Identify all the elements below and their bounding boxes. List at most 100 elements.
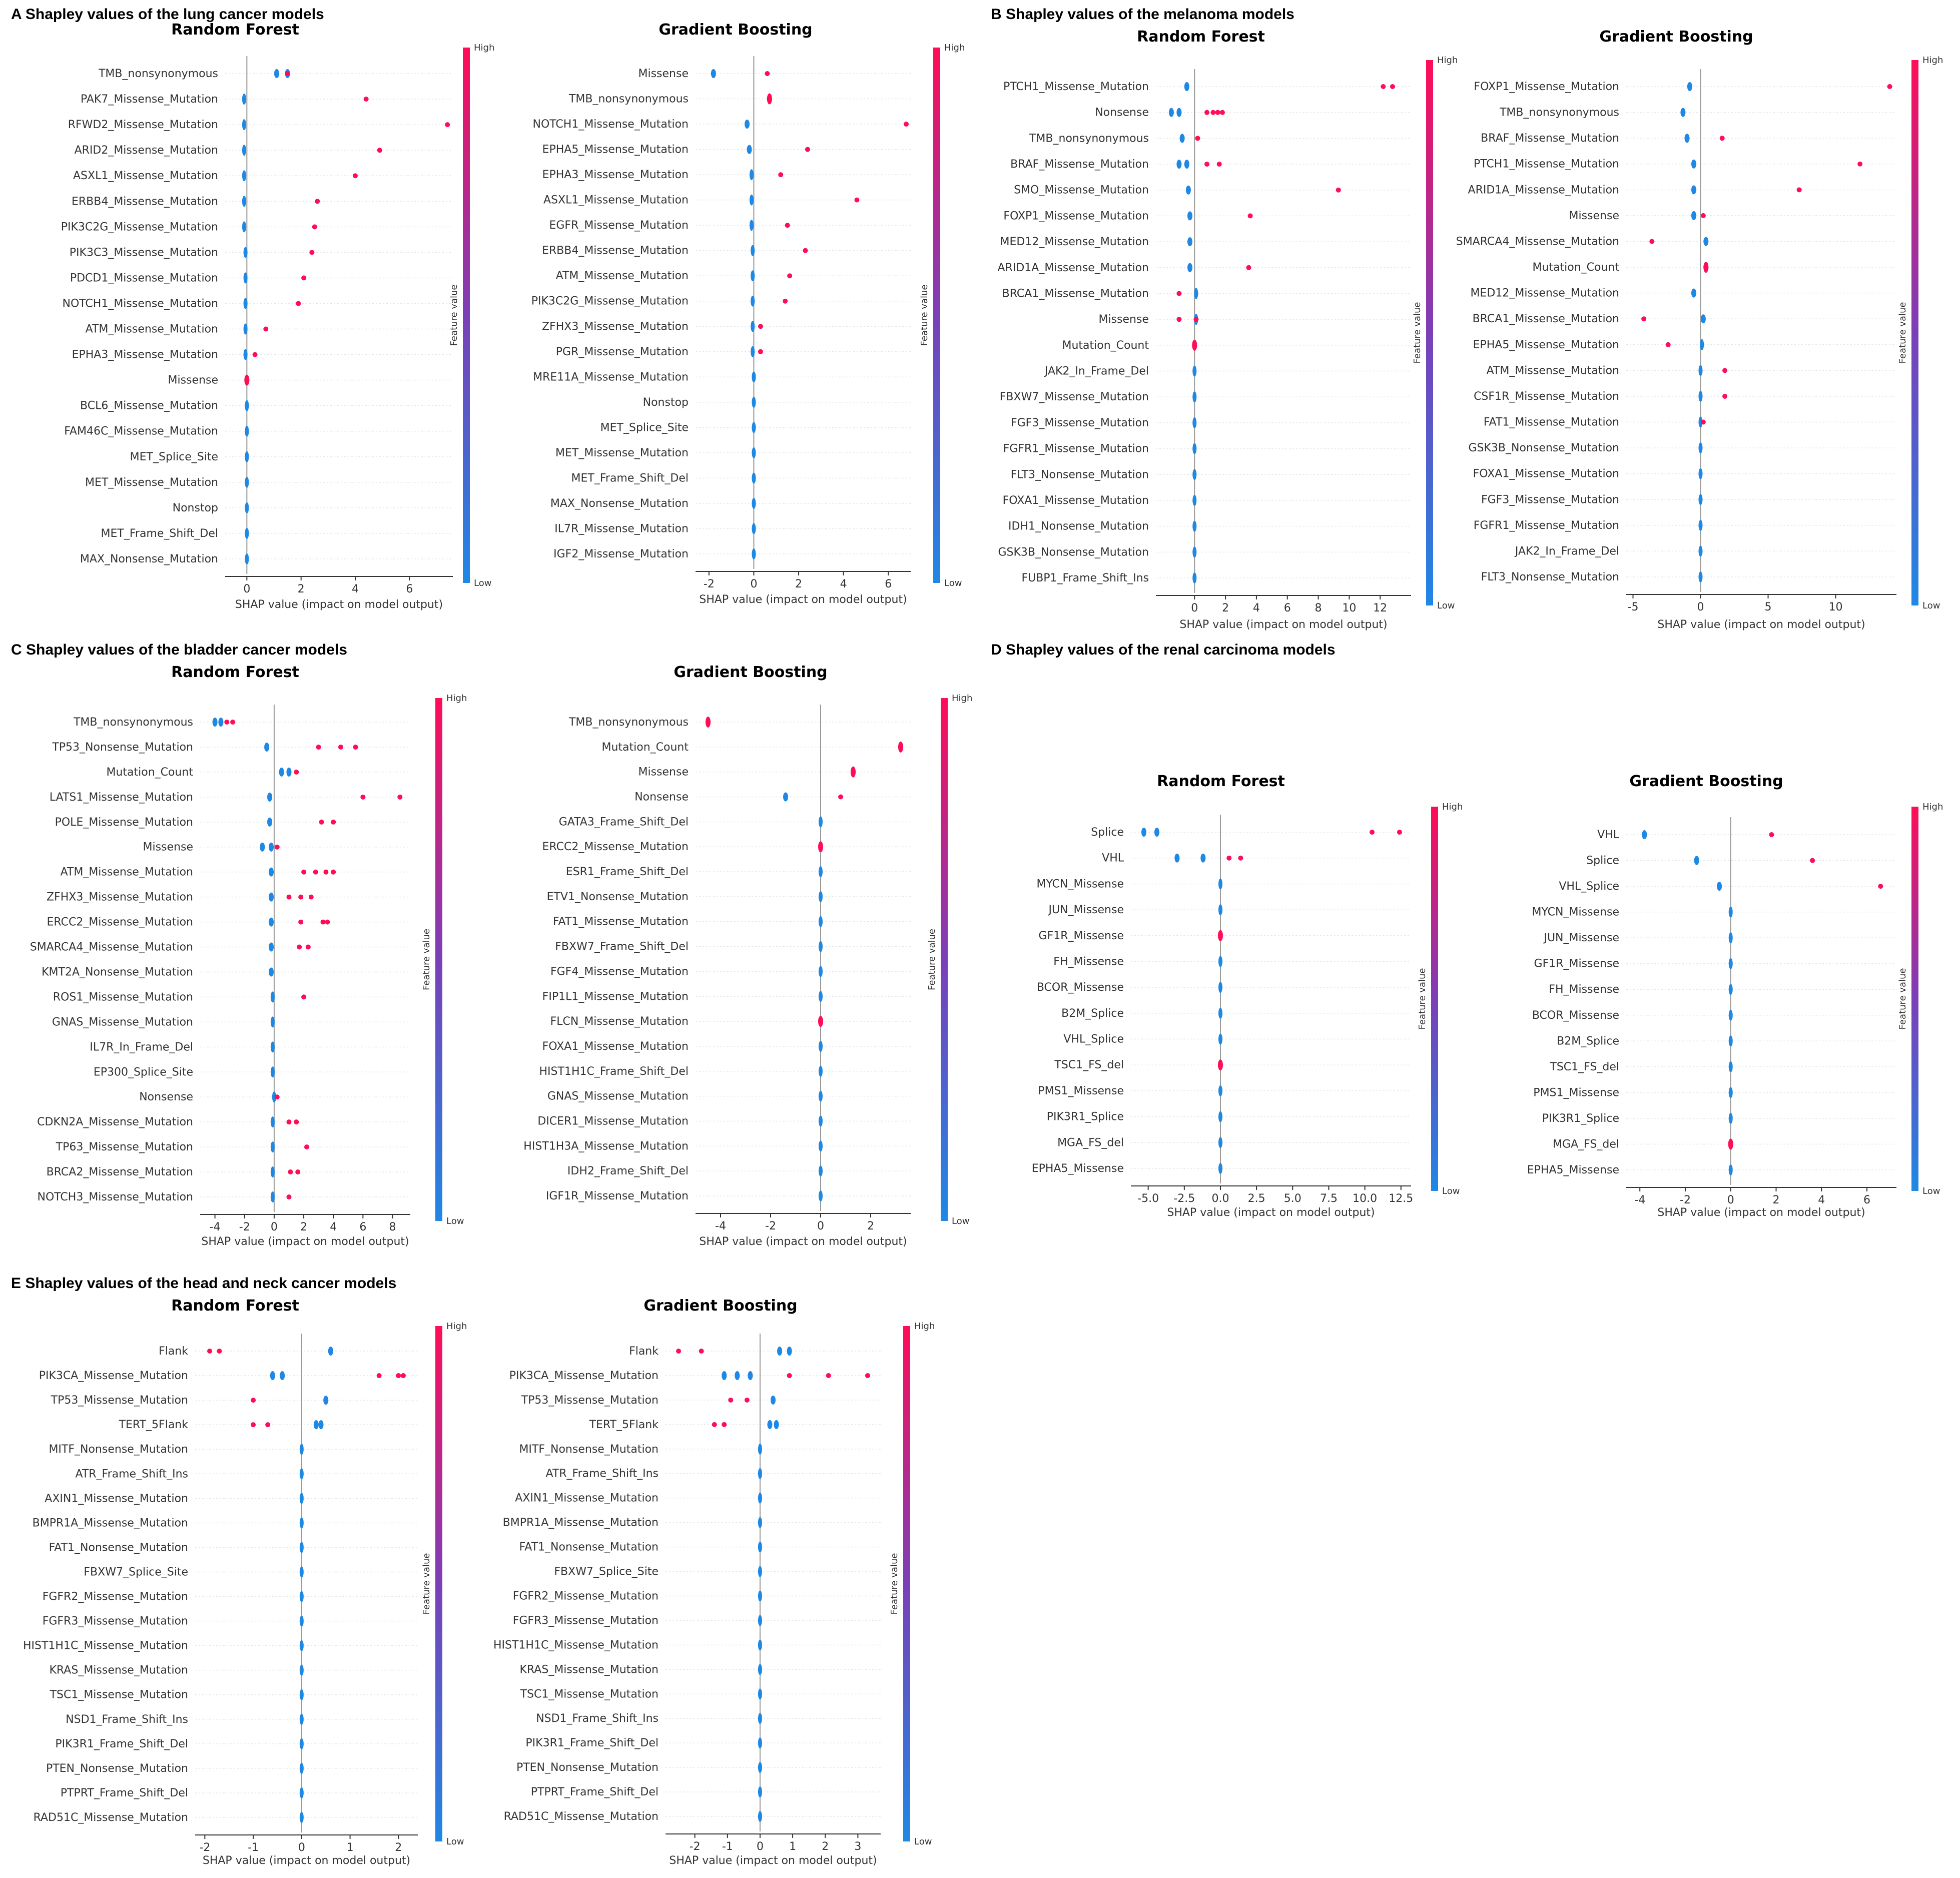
feature-label: MGA_FS_del xyxy=(1057,1136,1124,1149)
x-tick-label: 7.5 xyxy=(1320,1192,1338,1205)
shap-point-low xyxy=(1698,571,1703,582)
feature-label: GF1R_Missense xyxy=(1039,930,1124,942)
x-axis-label: SHAP value (impact on model output) xyxy=(235,598,443,611)
shap-point-low xyxy=(1176,108,1182,117)
feature-label: HIST1H1C_Missense_Mutation xyxy=(493,1639,659,1651)
feature-label: ARID1A_Missense_Mutation xyxy=(998,262,1149,274)
chart-title-a-gb: Gradient Boosting xyxy=(659,21,813,39)
feature-label: Nonstop xyxy=(643,396,689,409)
shap-point-high xyxy=(323,869,329,875)
feature-label: TMB_nonsynonymous xyxy=(1029,132,1149,145)
feature-label: JAK2_In_Frame_Del xyxy=(1044,365,1149,378)
panel-title-b: B Shapley values of the melanoma models xyxy=(991,6,1294,23)
feature-label: PIK3R1_Splice xyxy=(1542,1112,1619,1125)
shap-point-low xyxy=(279,767,284,777)
feature-label: FGF4_Missense_Mutation xyxy=(550,965,689,978)
shap-point-low xyxy=(749,220,754,231)
colorbar-title: Feature value xyxy=(1897,968,1908,1030)
feature-label: TP53_Nonsense_Mutation xyxy=(52,741,193,754)
x-tick-label: -1 xyxy=(248,1841,259,1854)
feature-label: Missense xyxy=(143,841,194,854)
feature-label: NOTCH1_Missense_Mutation xyxy=(63,297,219,310)
feature-label: ZFHX3_Missense_Mutation xyxy=(542,320,689,333)
shap-point-low xyxy=(1154,828,1159,837)
shap-point-low xyxy=(1192,365,1197,377)
shap-point-low xyxy=(1218,1137,1222,1148)
shap-point-high xyxy=(1722,393,1728,399)
shap-point-high xyxy=(1238,855,1243,861)
shap-point-high xyxy=(325,919,330,925)
feature-label: EPHA5_Missense_Mutation xyxy=(1473,339,1619,351)
feature-label: FOXP1_Missense_Mutation xyxy=(1003,210,1149,222)
shap-point-low xyxy=(1192,417,1197,428)
shap-point-low xyxy=(270,1371,275,1381)
feature-label: TP53_Missense_Mutation xyxy=(521,1394,659,1407)
shap-point-high xyxy=(294,769,299,775)
colorbar xyxy=(435,698,442,1221)
shap-point-low xyxy=(1187,211,1192,221)
feature-label: KRAS_Missense_Mutation xyxy=(49,1664,188,1677)
feature-label: Splice xyxy=(1091,826,1124,839)
shap-point-low xyxy=(1691,185,1696,195)
colorbar-low-label: Low xyxy=(944,578,962,588)
shap-point-high xyxy=(363,97,369,102)
colorbar-high-label: High xyxy=(1442,802,1463,812)
shap-point-low xyxy=(1642,830,1647,839)
shap-point-low xyxy=(242,119,246,131)
shap-point-high xyxy=(298,919,304,925)
colorbar-low-label: Low xyxy=(1437,600,1455,611)
shap-point-high xyxy=(263,326,269,332)
shap-point-low xyxy=(267,817,273,827)
x-axis-label: SHAP value (impact on model output) xyxy=(1179,618,1387,631)
shap-point-low xyxy=(1687,82,1692,91)
feature-label: EPHA5_Missense_Mutation xyxy=(542,144,689,156)
chart-title-b-rf: Random Forest xyxy=(1137,28,1265,46)
shap-point-high xyxy=(744,1397,750,1403)
shap-point-high xyxy=(230,720,236,725)
shap-point-high xyxy=(1769,832,1774,837)
shap-point-low xyxy=(819,891,823,902)
shap-point-low xyxy=(1684,134,1690,143)
feature-label: GSK3B_Nonsense_Mutation xyxy=(998,546,1149,558)
shap-point-low xyxy=(1187,237,1192,247)
feature-label: LATS1_Missense_Mutation xyxy=(50,791,193,804)
shap-point-low xyxy=(1184,82,1189,91)
shap-point-low xyxy=(299,1689,304,1700)
feature-label: MYCN_Missense xyxy=(1532,906,1619,919)
shap-point-high xyxy=(1722,368,1728,373)
shap-point-low xyxy=(264,742,270,752)
chart-title-e-gb: Gradient Boosting xyxy=(643,1297,798,1315)
shap-point-high xyxy=(1381,84,1386,89)
feature-label: ATM_Missense_Mutation xyxy=(1487,364,1619,377)
shap-point-low xyxy=(1698,365,1703,376)
shap-point-low xyxy=(299,1713,304,1725)
feature-label: Mutation_Count xyxy=(1532,261,1619,274)
shap-point-low xyxy=(774,1420,779,1429)
shap-point-low xyxy=(245,527,249,539)
feature-label: FOXA1_Missense_Mutation xyxy=(1473,468,1619,480)
x-tick-label: 2 xyxy=(298,583,305,595)
shap-point-low xyxy=(819,1140,823,1152)
shap-point-low xyxy=(1698,519,1703,531)
feature-label: BRAF_Missense_Mutation xyxy=(1010,158,1149,171)
x-tick-label: 4 xyxy=(1253,602,1260,614)
shap-point-high xyxy=(309,250,315,255)
shap-point-low xyxy=(1218,904,1222,916)
feature-label: BMPR1A_Missense_Mutation xyxy=(33,1517,188,1529)
feature-label: EPHA3_Missense_Mutation xyxy=(542,169,689,181)
shap-point-high xyxy=(758,349,763,354)
shap-point-high xyxy=(445,122,450,128)
shap-point-low xyxy=(270,991,275,1003)
shap-point-low xyxy=(1691,159,1696,169)
feature-label: PIK3R1_Frame_Shift_Del xyxy=(55,1738,188,1750)
shap-point-high xyxy=(319,819,324,825)
shap-point-low xyxy=(1728,1112,1733,1124)
x-tick-label: 2 xyxy=(795,578,802,590)
shap-point-low xyxy=(747,145,752,154)
feature-label: FOXP1_Missense_Mutation xyxy=(1474,81,1619,93)
feature-label: FLT3_Nonsense_Mutation xyxy=(1011,468,1149,481)
shap-point-high xyxy=(224,720,230,725)
feature-label: CDKN2A_Missense_Mutation xyxy=(37,1116,193,1128)
shap-point-high xyxy=(1192,339,1197,351)
shap-point-low xyxy=(758,1443,762,1455)
